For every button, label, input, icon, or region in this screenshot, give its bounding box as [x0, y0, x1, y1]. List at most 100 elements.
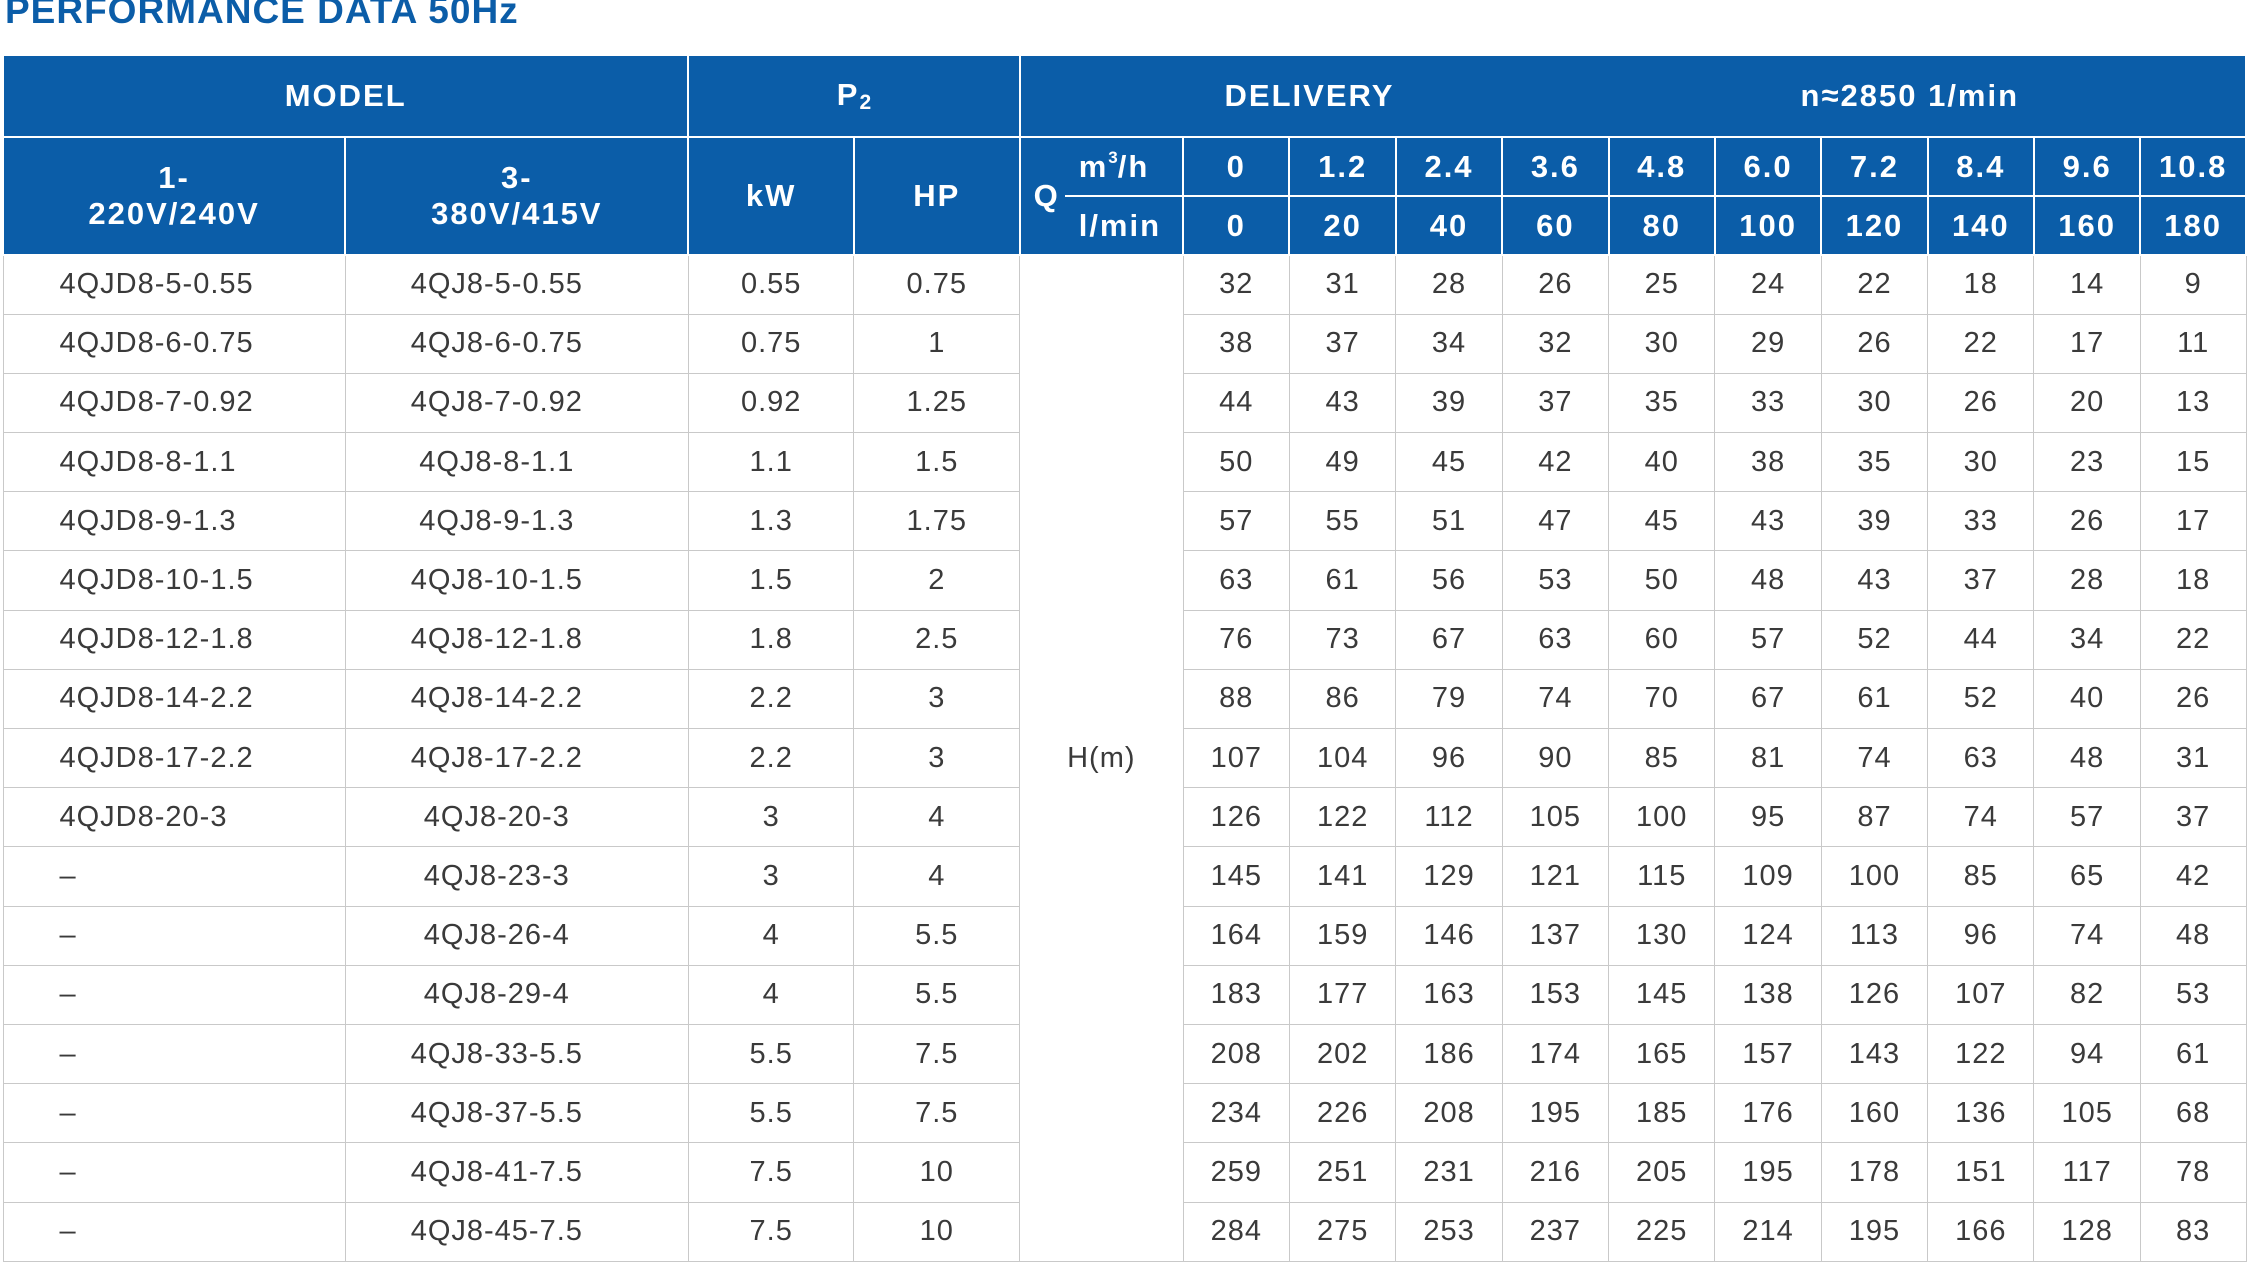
head-value: 17 — [2139, 491, 2247, 552]
head-value: 195 — [1714, 1142, 1822, 1203]
head-value: 166 — [1927, 1201, 2035, 1262]
head-value: 25 — [1608, 254, 1716, 315]
head-value: 37 — [1288, 313, 1397, 374]
single-phase-model: 4QJD8-6-0.75 — [2, 313, 346, 374]
head-value: 42 — [2139, 846, 2247, 907]
head-value: 237 — [1501, 1201, 1610, 1262]
head-value: 23 — [2033, 432, 2141, 493]
table-row: 4QJD8-10-1.5 4QJ8-10-1.5 1.5 2 63 61 56 53 50 48 4… — [2, 550, 2247, 611]
power-hp: 1.75 — [853, 491, 1021, 552]
flow-m3h: 2.4 — [1394, 136, 1504, 197]
flow-m3h: 8.4 — [1926, 136, 2035, 197]
head-value: 115 — [1608, 846, 1716, 907]
head-value: 96 — [1927, 905, 2035, 966]
head-value: 178 — [1820, 1142, 1929, 1203]
three-phase-model: 4QJ8-14-2.2 — [344, 668, 689, 730]
single-phase-model: 4QJD8-12-1.8 — [2, 609, 346, 670]
power-kw: 1.1 — [687, 432, 855, 493]
head-value: 30 — [1927, 432, 2035, 493]
power-kw: 0.75 — [687, 313, 855, 374]
table-row: –4QJ8-29-4 4 5.5 183 177 163 153 145 138 126 107 82… — [2, 964, 2247, 1025]
single-phase-line1: 1- — [158, 160, 190, 195]
head-value: 105 — [1501, 787, 1610, 848]
head-value: 57 — [1714, 609, 1822, 670]
page-title: PERFORMANCE DATA 50Hz — [5, 0, 519, 31]
table-row: 4QJD8-17-2.2 4QJ8-17-2.2 2.2 3 107 104 96 90 85 8… — [2, 727, 2247, 789]
head-value: 74 — [1820, 727, 1929, 789]
head-value: 13 — [2139, 372, 2247, 434]
single-phase-model: – — [2, 905, 346, 966]
head-value: 50 — [1182, 432, 1290, 493]
head-value: 29 — [1714, 313, 1822, 374]
single-phase-model: – — [2, 1023, 346, 1085]
power-kw: 4 — [687, 964, 855, 1025]
power-kw: 2.2 — [687, 668, 855, 730]
head-value: 81 — [1714, 727, 1822, 789]
head-value: 26 — [2139, 668, 2247, 730]
power-kw: 4 — [687, 905, 855, 966]
head-value: 28 — [2033, 550, 2141, 611]
model-header: MODEL — [1, 54, 690, 138]
table-row: –4QJ8-26-4 4 5.5 164 159 146 137 130 124 113 96 74 4… — [2, 905, 2247, 966]
head-value: 20 — [2033, 372, 2141, 434]
head-value: 226 — [1288, 1083, 1397, 1144]
head-value: 126 — [1182, 787, 1290, 848]
head-value: 100 — [1820, 846, 1929, 907]
power-hp: 0.75 — [853, 254, 1021, 315]
head-value: 26 — [1820, 313, 1929, 374]
single-phase-model: 4QJD8-10-1.5 — [2, 550, 346, 611]
flow-lmin: 100 — [1713, 195, 1823, 256]
head-value: 87 — [1820, 787, 1929, 848]
head-value: 160 — [1820, 1083, 1929, 1144]
flow-lmin: 20 — [1288, 195, 1397, 256]
head-value: 61 — [2139, 1023, 2247, 1085]
head-value: 38 — [1714, 432, 1822, 493]
head-value: 33 — [1927, 491, 2035, 552]
head-value: 122 — [1927, 1023, 2035, 1085]
flow-lmin: 40 — [1394, 195, 1504, 256]
head-value: 195 — [1820, 1201, 1929, 1262]
head-value: 63 — [1501, 609, 1610, 670]
head-value: 33 — [1714, 372, 1822, 434]
flow-m3h: 4.8 — [1607, 136, 1716, 197]
head-value: 202 — [1288, 1023, 1397, 1085]
head-value: 176 — [1714, 1083, 1822, 1144]
delivery-header: DELIVERY n≈2850 1/min — [1018, 54, 2247, 138]
power-kw: 5.5 — [687, 1083, 855, 1144]
p2-subscript: 2 — [859, 91, 872, 114]
head-value: 185 — [1608, 1083, 1716, 1144]
head-value: 104 — [1288, 727, 1397, 789]
head-value: 164 — [1182, 905, 1290, 966]
head-value: 63 — [1927, 727, 2035, 789]
speed-label: n≈2850 1/min — [1800, 78, 2020, 113]
power-hp: 1.5 — [853, 432, 1021, 493]
table-row: –4QJ8-33-5.5 5.5 7.5 208 202 186 174 165 157 143 1… — [2, 1023, 2247, 1085]
flow-lmin: 80 — [1607, 195, 1716, 256]
head-value: 138 — [1714, 964, 1822, 1025]
head-value: 165 — [1608, 1023, 1716, 1085]
head-value: 26 — [2033, 491, 2141, 552]
head-value: 85 — [1608, 727, 1716, 789]
single-phase-model: 4QJD8-14-2.2 — [2, 668, 346, 730]
head-value: 141 — [1288, 846, 1397, 907]
flow-m3h: 1.2 — [1288, 136, 1397, 197]
head-value: 96 — [1395, 727, 1503, 789]
head-value: 22 — [1927, 313, 2035, 374]
head-value: 195 — [1501, 1083, 1610, 1144]
power-hp: 4 — [853, 846, 1021, 907]
flow-lmin: 180 — [2139, 195, 2247, 256]
power-kw: 1.8 — [687, 609, 855, 670]
single-phase-model: 4QJD8-17-2.2 — [2, 727, 346, 789]
head-value: 45 — [1608, 491, 1716, 552]
head-value: 157 — [1714, 1023, 1822, 1085]
head-value: 26 — [1501, 254, 1610, 315]
table-row: –4QJ8-23-3 3 4 145 141 129 121 115 109 100 85 65 42 — [2, 846, 2247, 907]
head-value: 214 — [1714, 1201, 1822, 1262]
table-row: 4QJD8-9-1.3 4QJ8-9-1.3 1.3 1.75 57 55 51 47 45 43… — [2, 491, 2247, 552]
head-value: 53 — [1501, 550, 1610, 611]
single-phase-model: 4QJD8-5-0.55 — [2, 254, 346, 315]
power-kw: 0.55 — [687, 254, 855, 315]
single-phase-model: – — [2, 1142, 346, 1203]
head-value: 38 — [1182, 313, 1290, 374]
head-value: 9 — [2139, 254, 2247, 315]
